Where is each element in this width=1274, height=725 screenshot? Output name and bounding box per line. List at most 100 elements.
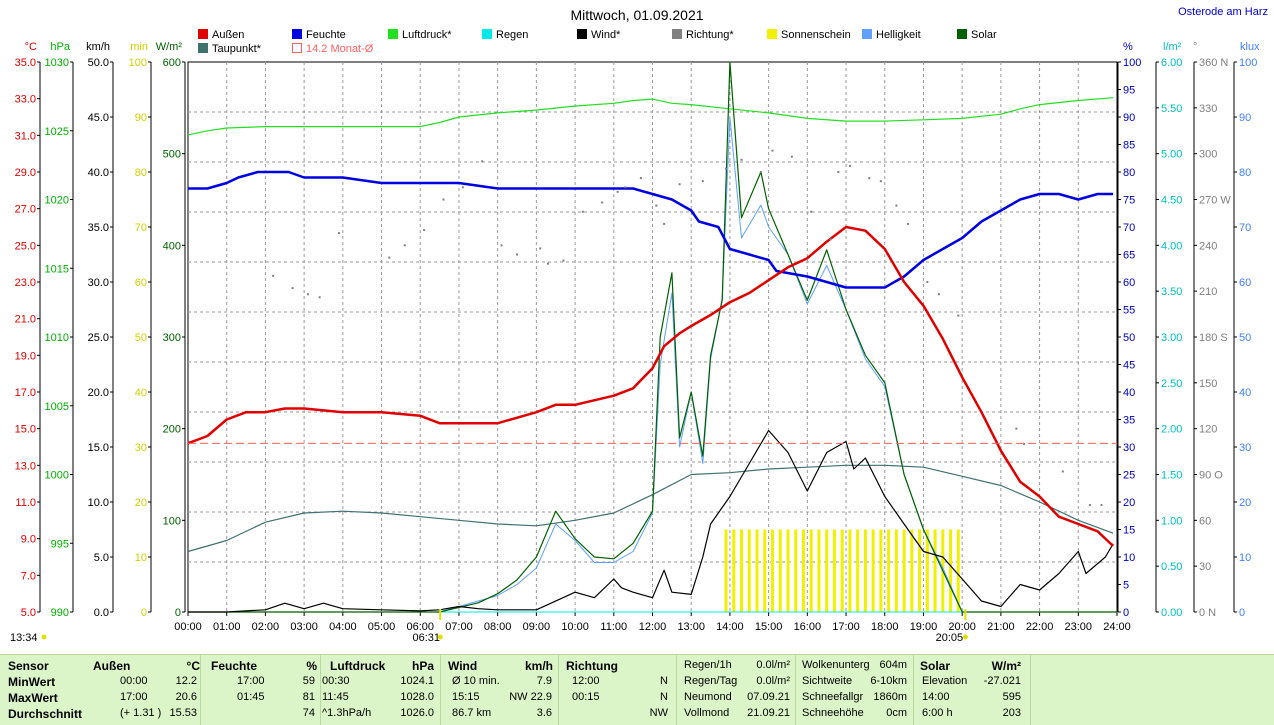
right-tick-label: 80 [1123, 167, 1135, 179]
sunshine-bar [778, 529, 782, 612]
footer-wind-value: NW 22.9 [509, 691, 552, 703]
footer-sensor-head: Sensor [8, 659, 49, 673]
footer-luftdruck-unit: hPa [411, 659, 434, 673]
right-tick-label: 40 [1123, 387, 1135, 399]
x-tick-label: 07:00 [445, 621, 473, 633]
footer-separator [913, 655, 914, 725]
x-tick-label: 12:00 [639, 621, 667, 633]
footer-wolken-label: Schneehöhe [802, 707, 864, 719]
sunshine-bar [732, 529, 736, 612]
legend-swatch [292, 43, 302, 53]
sunshine-bar [825, 529, 829, 612]
footer-luftdruck-time: 00:30 [322, 675, 350, 687]
direction-point [829, 238, 832, 241]
legend: Außen Feuchte Luftdruck* Regen Wind* Richtung… [198, 29, 997, 55]
direction-point [759, 171, 762, 173]
direction-point [725, 167, 728, 170]
direction-point [403, 244, 406, 247]
footer-wind-unit: km/h [524, 659, 553, 673]
footer-solar-value: -27.021 [983, 675, 1021, 687]
left-axis-unit: km/h [86, 41, 110, 53]
legend-label: Feuchte [306, 29, 346, 41]
footer-wolken-value: 6-10km [870, 675, 907, 687]
right-tick-label: 10 [1123, 552, 1135, 564]
footer-feuchte-unit: % [306, 659, 317, 673]
footer-aussen-value: 15.53 [169, 707, 197, 719]
legend-label: Wind* [591, 29, 621, 41]
sunshine-bar [956, 529, 960, 612]
series-line-helligkeit [188, 116, 1117, 613]
left-tick-label: 13.0 [15, 460, 36, 472]
right-tick-label: 30 [1239, 442, 1251, 454]
direction-point [701, 180, 704, 183]
chart-annotations: 06:31 20:05 13:34 [10, 442, 1117, 644]
left-tick-label: 70 [135, 222, 147, 234]
left-tick-label: 500 [163, 149, 181, 161]
footer-regen-label: Vollmond [684, 707, 730, 719]
footer-solar-label: 14:00 [922, 691, 950, 703]
legend-swatch [767, 29, 777, 39]
direction-point [306, 293, 309, 296]
footer-aussen-time: (+ 1.31 ) [120, 707, 162, 719]
direction-point [937, 293, 940, 296]
x-tick-label: 16:00 [794, 621, 822, 633]
right-axis-unit: % [1123, 41, 1133, 53]
footer-wolken-value: 0cm [886, 707, 907, 719]
sunrise-sun-icon [437, 634, 443, 640]
sunrise-label: 06:31 [412, 632, 440, 644]
left-tick-label: 20.0 [88, 387, 109, 399]
right-tick-label: 80 [1239, 167, 1251, 179]
footer-luftdruck-value: 1026.0 [400, 707, 434, 719]
left-tick-label: 995 [51, 538, 69, 550]
left-tick-label: 23.0 [15, 277, 36, 289]
x-tick-label: 19:00 [910, 621, 938, 633]
right-tick-label: 25 [1123, 470, 1135, 482]
footer-feuchte-time: 01:45 [237, 691, 265, 703]
left-axis-unit: °C [25, 41, 37, 53]
current-time-sun-icon [41, 634, 47, 640]
footer-luftdruck-time: ^1.3hPa/h [322, 707, 372, 719]
footer-aussen-head: Außen [93, 659, 131, 673]
footer-wolken-label: Wolkenunterg [802, 659, 870, 671]
footer-solar-label: 6:00 h [922, 707, 953, 719]
plot-frame [187, 61, 1118, 613]
right-tick-label: 60 [1199, 515, 1211, 527]
footer-solar-label: Elevation [922, 675, 968, 687]
legend-swatch [198, 43, 208, 53]
footer-feuchte-head: Feuchte [211, 659, 258, 673]
right-tick-label: 40 [1239, 387, 1251, 399]
right-tick-label: 50 [1123, 332, 1135, 344]
right-tick-label: 300 [1199, 149, 1217, 161]
legend-label: Richtung* [686, 29, 734, 41]
x-tick-label: 03:00 [290, 621, 318, 633]
left-tick-label: 600 [163, 57, 181, 69]
left-tick-label: 7.0 [21, 570, 36, 582]
legend-swatch [482, 29, 492, 39]
right-tick-label: 55 [1123, 305, 1135, 317]
footer-richtung-time: 12:00 [572, 675, 600, 687]
left-tick-label: 1005 [45, 401, 69, 413]
footer-aussen-value: 12.2 [175, 675, 197, 687]
left-tick-label: 25.0 [88, 332, 109, 344]
direction-point [601, 201, 604, 204]
left-tick-label: 0.0 [94, 607, 109, 619]
chart-grid [187, 61, 1118, 613]
right-tick-label: 270 W [1199, 195, 1231, 207]
sunshine-bar [817, 529, 821, 612]
left-axis-unit: min [130, 41, 148, 53]
footer-feuchte-value: 59 [302, 675, 315, 687]
left-tick-label: 5.0 [94, 552, 109, 564]
direction-point [895, 204, 898, 207]
legend-label: Außen [212, 29, 244, 41]
right-tick-label: 90 O [1199, 470, 1223, 482]
right-axes: %100959085807570656055504540353025201510… [1117, 41, 1260, 619]
series-line-feuchte [188, 170, 1114, 289]
direction-point [546, 262, 549, 265]
x-tick-label: 11:00 [600, 621, 627, 633]
sunshine-bar [910, 529, 914, 612]
right-tick-label: 0.50 [1161, 561, 1182, 573]
sunshine-bar [832, 529, 836, 612]
footer-wolken-value: 1860m [873, 691, 907, 703]
footer-regen-label: Regen/Tag [684, 675, 738, 687]
footer-wind-time: Ø 10 min. [452, 675, 500, 687]
